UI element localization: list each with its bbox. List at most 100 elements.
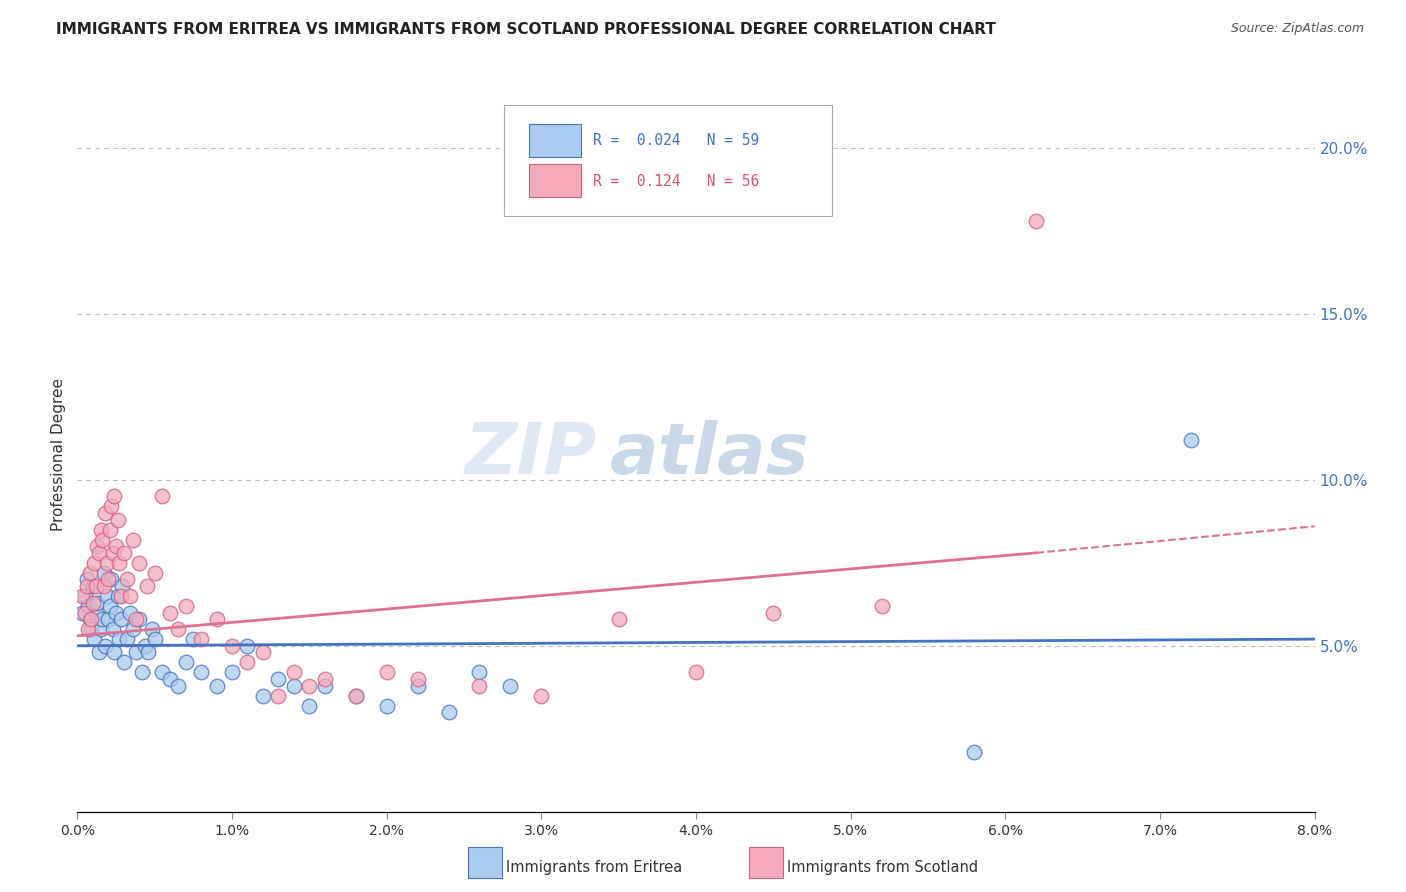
Point xyxy=(167,622,190,636)
Point xyxy=(138,645,160,659)
Point xyxy=(221,639,243,653)
Point xyxy=(79,566,101,580)
Point xyxy=(468,665,491,680)
Point xyxy=(122,622,145,636)
Point xyxy=(125,645,148,659)
Point xyxy=(112,546,135,560)
Point xyxy=(82,579,104,593)
Point xyxy=(105,606,127,620)
Point xyxy=(267,689,290,703)
Point xyxy=(298,679,321,693)
Point xyxy=(174,656,197,670)
Point xyxy=(87,645,110,659)
Point xyxy=(97,612,120,626)
Point xyxy=(84,606,107,620)
Point xyxy=(136,579,159,593)
Point xyxy=(93,566,115,580)
Point xyxy=(86,596,108,610)
Point xyxy=(75,589,96,603)
Text: Immigrants from Scotland: Immigrants from Scotland xyxy=(787,860,979,874)
Point xyxy=(128,556,150,570)
Point xyxy=(83,556,105,570)
Point xyxy=(152,490,174,504)
Point xyxy=(94,639,117,653)
Point xyxy=(86,539,108,553)
Point xyxy=(101,622,124,636)
Point xyxy=(97,573,120,587)
Point xyxy=(96,589,118,603)
Point xyxy=(110,612,132,626)
Point xyxy=(103,645,125,659)
Point xyxy=(298,698,321,713)
Point xyxy=(375,698,398,713)
Point xyxy=(98,523,121,537)
Point xyxy=(205,679,228,693)
Point xyxy=(107,513,129,527)
Point xyxy=(79,612,101,626)
FancyBboxPatch shape xyxy=(529,124,581,157)
Point xyxy=(80,612,103,626)
Point xyxy=(100,573,122,587)
Point xyxy=(143,566,166,580)
Point xyxy=(344,689,367,703)
FancyBboxPatch shape xyxy=(505,105,832,216)
Point xyxy=(406,672,429,686)
Point xyxy=(221,665,243,680)
Text: atlas: atlas xyxy=(609,420,808,490)
Point xyxy=(252,645,274,659)
Point xyxy=(236,639,259,653)
Point xyxy=(468,679,491,693)
Point xyxy=(205,612,228,626)
Point xyxy=(190,665,212,680)
Text: ZIP: ZIP xyxy=(465,420,598,490)
Point xyxy=(105,539,127,553)
Point xyxy=(80,622,103,636)
Point xyxy=(283,665,305,680)
Point xyxy=(107,589,129,603)
Point xyxy=(141,622,163,636)
Point xyxy=(1025,214,1047,228)
Point xyxy=(70,606,93,620)
Point xyxy=(607,612,630,626)
Point xyxy=(84,579,107,593)
Point xyxy=(98,599,121,613)
Point xyxy=(111,579,134,593)
Point xyxy=(152,665,174,680)
Point xyxy=(103,490,125,504)
Point xyxy=(437,705,460,719)
Point xyxy=(267,672,290,686)
Point xyxy=(110,589,132,603)
Point xyxy=(82,596,104,610)
Point xyxy=(94,506,117,520)
Point xyxy=(83,632,105,647)
Point xyxy=(314,672,336,686)
Point xyxy=(76,579,98,593)
Point xyxy=(183,632,205,647)
Point xyxy=(87,546,110,560)
FancyBboxPatch shape xyxy=(529,164,581,197)
Point xyxy=(93,579,115,593)
Point xyxy=(101,546,124,560)
Point xyxy=(134,639,156,653)
Point xyxy=(1180,433,1202,447)
Point xyxy=(128,612,150,626)
Point xyxy=(167,679,190,693)
Point xyxy=(406,679,429,693)
Point xyxy=(77,599,100,613)
Point xyxy=(252,689,274,703)
Point xyxy=(108,556,131,570)
Point xyxy=(159,606,181,620)
Point xyxy=(685,665,707,680)
Point xyxy=(112,656,135,670)
Point xyxy=(125,612,148,626)
Point xyxy=(963,745,986,759)
Point xyxy=(91,612,114,626)
Point xyxy=(530,689,553,703)
Text: R =  0.124   N = 56: R = 0.124 N = 56 xyxy=(593,174,759,189)
Point xyxy=(174,599,197,613)
Point xyxy=(115,573,138,587)
Point xyxy=(90,523,112,537)
Point xyxy=(91,533,114,547)
Text: IMMIGRANTS FROM ERITREA VS IMMIGRANTS FROM SCOTLAND PROFESSIONAL DEGREE CORRELAT: IMMIGRANTS FROM ERITREA VS IMMIGRANTS FR… xyxy=(56,22,995,37)
Point xyxy=(115,632,138,647)
